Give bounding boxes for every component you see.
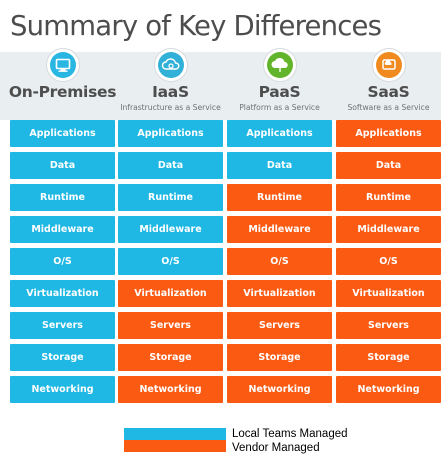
cell-saas-data: Data bbox=[336, 152, 441, 179]
cloud-gear-icon-ring bbox=[154, 48, 188, 82]
cell-saas-storage: Storage bbox=[336, 344, 441, 371]
cell-paas-servers: Servers bbox=[227, 312, 332, 339]
cloud-icon-ring bbox=[263, 48, 297, 82]
cloud-icon bbox=[267, 52, 293, 78]
cell-paas-storage: Storage bbox=[227, 344, 332, 371]
column-title: PaaS bbox=[258, 83, 301, 101]
cloud-app-icon bbox=[376, 52, 402, 78]
cell-iaas-runtime: Runtime bbox=[118, 184, 223, 211]
cell-iaas-storage: Storage bbox=[118, 344, 223, 371]
cell-iaas-applications: Applications bbox=[118, 120, 223, 147]
cell-iaas-networking: Networking bbox=[118, 376, 223, 403]
cell-on-premises-networking: Networking bbox=[10, 376, 115, 403]
cell-paas-applications: Applications bbox=[227, 120, 332, 147]
cell-on-premises-runtime: Runtime bbox=[10, 184, 115, 211]
page-title: Summary of Key Differences bbox=[10, 10, 382, 42]
cell-on-premises-o-s: O/S bbox=[10, 248, 115, 275]
cell-on-premises-storage: Storage bbox=[10, 344, 115, 371]
cell-on-premises-data: Data bbox=[10, 152, 115, 179]
column-subtitle: Platform as a Service bbox=[239, 103, 320, 112]
cell-on-premises-virtualization: Virtualization bbox=[10, 280, 115, 307]
column-subtitle: Infrastructure as a Service bbox=[120, 103, 221, 112]
cell-on-premises-middleware: Middleware bbox=[10, 216, 115, 243]
column-title: SaaS bbox=[367, 83, 410, 101]
cloud-gear-icon bbox=[158, 52, 184, 78]
cell-iaas-servers: Servers bbox=[118, 312, 223, 339]
column-title: IaaS bbox=[152, 83, 189, 101]
monitor-icon bbox=[50, 52, 76, 78]
cell-paas-middleware: Middleware bbox=[227, 216, 332, 243]
column-header-saas: SaaS Software as a Service bbox=[336, 48, 441, 116]
cell-on-premises-applications: Applications bbox=[10, 120, 115, 147]
monitor-icon-ring bbox=[46, 48, 80, 82]
cell-saas-virtualization: Virtualization bbox=[336, 280, 441, 307]
cell-paas-virtualization: Virtualization bbox=[227, 280, 332, 307]
cell-iaas-data: Data bbox=[118, 152, 223, 179]
cell-iaas-middleware: Middleware bbox=[118, 216, 223, 243]
legend-label-local: Local Teams Managed bbox=[232, 428, 348, 440]
cell-saas-middleware: Middleware bbox=[336, 216, 441, 243]
cell-saas-servers: Servers bbox=[336, 312, 441, 339]
cloud-app-icon-ring bbox=[372, 48, 406, 82]
legend-swatch-local bbox=[124, 428, 226, 442]
column-title: On-Premises bbox=[8, 83, 117, 101]
cell-iaas-o-s: O/S bbox=[118, 248, 223, 275]
cell-saas-o-s: O/S bbox=[336, 248, 441, 275]
column-header-paas: PaaS Platform as a Service bbox=[227, 48, 332, 116]
legend-label-vendor: Vendor Managed bbox=[232, 442, 320, 454]
cell-saas-applications: Applications bbox=[336, 120, 441, 147]
cell-paas-o-s: O/S bbox=[227, 248, 332, 275]
cell-saas-networking: Networking bbox=[336, 376, 441, 403]
legend-swatch-vendor bbox=[124, 440, 226, 452]
cell-saas-runtime: Runtime bbox=[336, 184, 441, 211]
cell-paas-runtime: Runtime bbox=[227, 184, 332, 211]
column-header-iaas: IaaS Infrastructure as a Service bbox=[118, 48, 223, 116]
cell-paas-networking: Networking bbox=[227, 376, 332, 403]
cell-on-premises-servers: Servers bbox=[10, 312, 115, 339]
column-header-on-premises: On-Premises bbox=[9, 48, 116, 116]
column-subtitle: Software as a Service bbox=[347, 103, 430, 112]
cell-iaas-virtualization: Virtualization bbox=[118, 280, 223, 307]
cell-paas-data: Data bbox=[227, 152, 332, 179]
